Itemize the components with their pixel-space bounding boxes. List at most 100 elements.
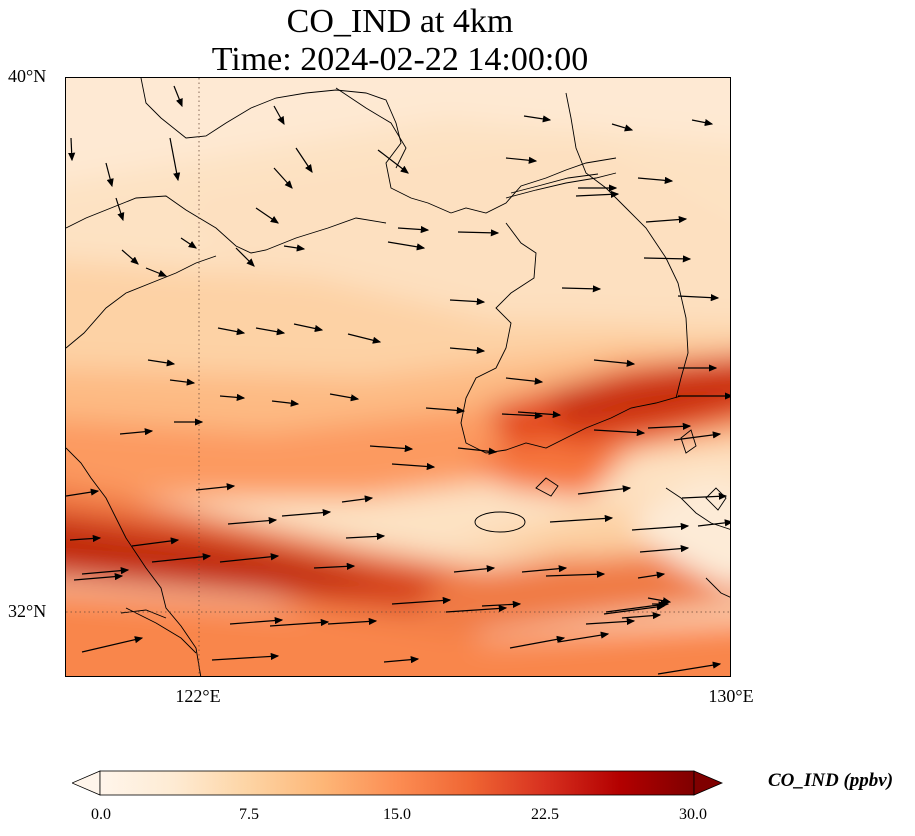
lat-label-40n: 40°N bbox=[8, 66, 47, 86]
wind-arrow bbox=[557, 631, 610, 643]
wind-arrow bbox=[377, 149, 409, 174]
lat-label-32n: 32°N bbox=[8, 601, 47, 621]
wind-arrow bbox=[329, 393, 360, 402]
wind-arrow bbox=[593, 428, 646, 437]
wind-arrow bbox=[347, 333, 382, 344]
map-subtitle-time: Time: 2024-02-22 14:00:00 bbox=[211, 41, 589, 78]
map-panel bbox=[65, 77, 731, 677]
wind-arrow bbox=[457, 229, 500, 237]
wind-arrow bbox=[327, 617, 378, 626]
wind-arrow bbox=[283, 244, 306, 252]
wind-arrow bbox=[501, 412, 544, 420]
wind-arrow bbox=[639, 545, 690, 553]
wind-arrow bbox=[229, 616, 284, 625]
wind-arrow bbox=[293, 323, 324, 333]
wind-arrow bbox=[643, 255, 692, 263]
wind-vectors bbox=[66, 85, 730, 675]
wind-arrow bbox=[523, 115, 552, 123]
wind-arrow bbox=[271, 399, 300, 407]
wind-arrow bbox=[219, 393, 246, 401]
wind-arrow bbox=[180, 237, 197, 249]
wind-arrow bbox=[255, 207, 279, 224]
wind-arrow bbox=[391, 596, 452, 605]
colorbar-label: CO_IND (ppbv) bbox=[768, 770, 894, 791]
wind-arrow bbox=[509, 635, 566, 649]
coastlines bbox=[66, 78, 730, 676]
wind-arrow bbox=[73, 573, 124, 581]
wind-arrow bbox=[255, 327, 286, 336]
wind-arrow bbox=[195, 483, 236, 491]
colorbar-tick-4: 30.0 bbox=[679, 806, 707, 823]
wind-arrow bbox=[505, 156, 538, 164]
wind-arrow bbox=[621, 611, 662, 620]
wind-arrow bbox=[369, 444, 414, 453]
wind-arrow bbox=[605, 601, 668, 613]
wind-arrow bbox=[585, 617, 636, 626]
wind-arrow bbox=[131, 537, 180, 547]
wind-arrow bbox=[425, 406, 466, 415]
wind-arrow bbox=[281, 509, 332, 517]
wind-arrow bbox=[445, 604, 508, 613]
wind-arrow bbox=[387, 241, 426, 251]
colorbar-tick-2: 15.0 bbox=[383, 806, 411, 823]
wind-arrow bbox=[647, 422, 692, 430]
wind-arrow bbox=[457, 447, 498, 455]
wind-arrow bbox=[697, 519, 730, 527]
wind-arrow bbox=[611, 123, 634, 132]
co-concentration-field bbox=[66, 78, 730, 676]
wind-arrow bbox=[115, 197, 125, 222]
wind-arrow bbox=[517, 410, 562, 419]
colorbar-min-extend bbox=[70, 770, 101, 796]
wind-arrow bbox=[397, 225, 430, 234]
wind-arrow bbox=[449, 346, 486, 354]
wind-arrow bbox=[677, 294, 720, 302]
wind-arrow bbox=[575, 190, 620, 198]
wind-arrow bbox=[681, 492, 728, 500]
wind-arrow bbox=[69, 534, 102, 543]
colorbar-max-extend bbox=[693, 770, 724, 796]
colorbar-tick-1: 7.5 bbox=[239, 806, 259, 823]
colorbar bbox=[70, 770, 724, 805]
wind-arrow bbox=[549, 514, 614, 523]
wind-arrow bbox=[151, 553, 212, 563]
wind-arrow bbox=[169, 378, 196, 386]
wind-arrow bbox=[545, 570, 606, 578]
wind-arrow bbox=[593, 359, 636, 367]
colorbar-tick-0: 0.0 bbox=[91, 806, 111, 823]
wind-arrow bbox=[637, 571, 666, 579]
lon-label-122e: 122°E bbox=[175, 686, 221, 706]
wind-arrow bbox=[481, 600, 522, 608]
wind-arrow bbox=[505, 377, 544, 385]
wind-arrow bbox=[119, 428, 154, 436]
wind-arrow bbox=[637, 176, 674, 184]
wind-arrow bbox=[211, 652, 280, 661]
wind-arrow bbox=[273, 167, 293, 189]
wind-arrow bbox=[603, 603, 666, 615]
wind-arrow bbox=[68, 137, 76, 162]
map-title: CO_IND at 4km bbox=[286, 3, 514, 40]
wind-arrow bbox=[145, 267, 168, 277]
wind-arrow bbox=[313, 562, 356, 570]
wind-arrow bbox=[341, 495, 374, 503]
wind-arrow bbox=[235, 247, 255, 267]
wind-arrow bbox=[631, 522, 690, 531]
wind-arrow bbox=[657, 661, 722, 675]
concentration-map bbox=[66, 78, 730, 676]
wind-arrow bbox=[81, 636, 144, 653]
wind-arrow bbox=[295, 147, 313, 173]
lon-label-130e: 130°E bbox=[708, 686, 754, 706]
wind-arrow bbox=[345, 532, 386, 540]
colorbar-gradient bbox=[99, 770, 695, 796]
wind-arrow bbox=[577, 485, 632, 495]
wind-arrow bbox=[449, 297, 486, 306]
wind-arrow bbox=[383, 656, 420, 664]
wind-arrow bbox=[269, 618, 330, 627]
wind-arrow bbox=[391, 462, 436, 471]
wind-arrow bbox=[561, 285, 602, 293]
wind-arrow bbox=[453, 565, 496, 573]
wind-arrow bbox=[169, 137, 181, 182]
wind-arrow bbox=[645, 215, 688, 224]
colorbar-tick-3: 22.5 bbox=[531, 806, 559, 823]
wind-arrow bbox=[105, 162, 114, 188]
wind-arrow bbox=[121, 249, 139, 265]
